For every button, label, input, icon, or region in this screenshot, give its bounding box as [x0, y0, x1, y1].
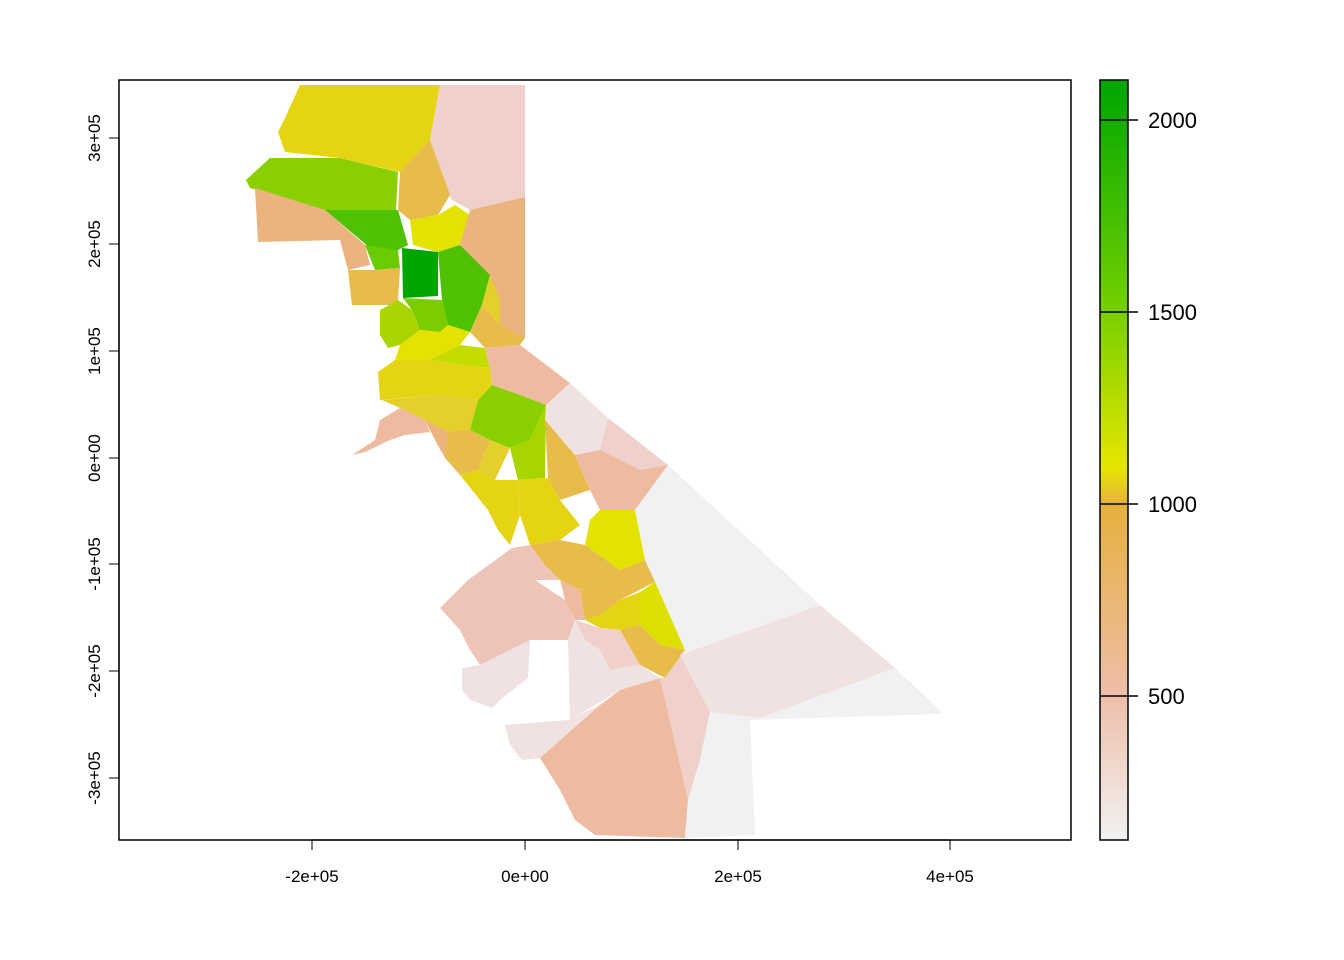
region — [510, 405, 546, 480]
region — [470, 305, 525, 348]
region — [575, 620, 640, 670]
region — [438, 245, 490, 332]
region — [378, 360, 492, 400]
region — [568, 620, 660, 720]
region — [585, 510, 645, 570]
region — [680, 605, 895, 718]
x-tick-label: 2e+05 — [714, 867, 762, 886]
region — [580, 560, 655, 620]
y-tick-label: -1e+05 — [85, 537, 104, 590]
region — [402, 248, 438, 298]
x-tick-label: -2e+05 — [285, 867, 338, 886]
legend-tick-label: 2000 — [1148, 108, 1197, 133]
region — [635, 465, 820, 655]
legend-tick-label: 1500 — [1148, 300, 1197, 325]
y-tick-label: 0e+00 — [85, 434, 104, 482]
x-axis: -2e+05 0e+00 2e+05 4e+05 — [285, 839, 974, 886]
region — [325, 210, 408, 250]
region — [255, 188, 370, 270]
region — [382, 395, 478, 432]
region — [575, 450, 668, 510]
region — [505, 705, 600, 760]
region — [545, 420, 590, 500]
region — [460, 470, 520, 545]
region — [585, 592, 640, 630]
region — [380, 300, 420, 348]
region — [530, 540, 620, 590]
region — [482, 275, 500, 325]
region — [540, 678, 688, 838]
y-axis: -3e+05 -2e+05 -1e+05 0e+00 1e+05 2e+05 3… — [85, 114, 120, 805]
region — [462, 640, 530, 708]
region — [760, 668, 942, 718]
region — [518, 478, 580, 545]
region — [398, 140, 450, 220]
region — [485, 345, 570, 405]
legend-tick-label: 500 — [1148, 684, 1185, 709]
region — [545, 383, 608, 455]
region — [560, 580, 585, 620]
region — [348, 268, 400, 305]
legend-tick-label: 1000 — [1148, 492, 1197, 517]
region — [512, 545, 560, 580]
region — [620, 625, 685, 678]
region — [430, 345, 490, 368]
x-tick-label: 0e+00 — [501, 867, 549, 886]
region — [600, 418, 668, 470]
region — [278, 85, 440, 172]
y-tick-label: 1e+05 — [85, 327, 104, 375]
region — [403, 298, 448, 332]
y-tick-label: 2e+05 — [85, 220, 104, 268]
region — [352, 408, 430, 455]
x-tick-label: 4e+05 — [926, 867, 974, 886]
y-tick-label: 3e+05 — [85, 114, 104, 162]
region — [430, 85, 525, 210]
region — [640, 582, 685, 650]
region — [460, 197, 525, 338]
region — [445, 430, 490, 475]
region — [246, 158, 398, 210]
color-legend: 500 1000 1500 2000 — [1099, 79, 1197, 841]
map-regions — [246, 85, 942, 838]
region — [685, 712, 940, 838]
region — [470, 385, 546, 448]
region — [395, 325, 470, 360]
region — [478, 440, 510, 480]
region — [660, 650, 710, 800]
legend-color-bar — [1099, 79, 1129, 841]
region — [440, 548, 575, 665]
y-tick-label: -2e+05 — [85, 644, 104, 697]
y-tick-label: -3e+05 — [85, 751, 104, 804]
region — [410, 205, 470, 252]
region — [365, 245, 400, 270]
